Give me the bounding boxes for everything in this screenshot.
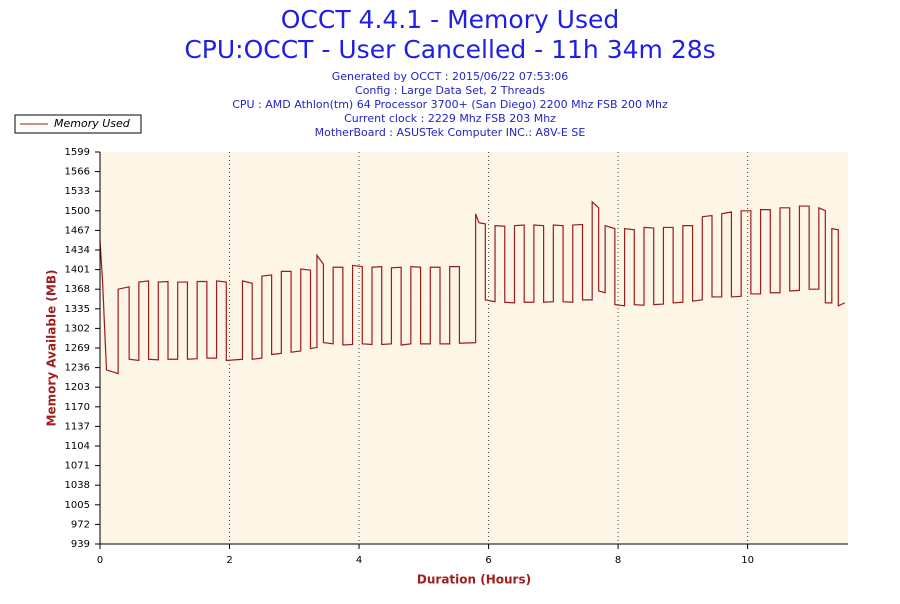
y-tick-label: 1038 [65, 480, 90, 491]
y-tick-label: 1599 [65, 147, 90, 158]
y-tick-label: 1302 [65, 323, 90, 334]
y-tick-label: 1500 [65, 206, 90, 217]
y-tick-label: 972 [71, 519, 90, 530]
x-tick-label: 8 [615, 555, 621, 566]
y-tick-label: 1269 [65, 343, 90, 354]
x-axis-label: Duration (Hours) [417, 573, 531, 587]
y-tick-label: 1368 [65, 284, 90, 295]
y-tick-label: 1137 [65, 421, 90, 432]
plot-area [100, 152, 848, 544]
y-tick-label: 1005 [65, 500, 90, 511]
y-tick-label: 1467 [65, 225, 90, 236]
y-tick-label: 1071 [65, 461, 90, 472]
y-tick-label: 1434 [65, 245, 90, 256]
chart-subtitle: CPU:OCCT - User Cancelled - 11h 34m 28s [184, 35, 715, 64]
x-tick-label: 6 [485, 555, 491, 566]
y-tick-label: 939 [71, 539, 90, 550]
info-line: CPU : AMD Athlon(tm) 64 Processor 3700+ … [232, 98, 668, 111]
x-tick-label: 4 [356, 555, 362, 566]
info-line: Current clock : 2229 Mhz FSB 203 Mhz [344, 112, 556, 125]
y-tick-label: 1236 [65, 363, 90, 374]
y-tick-label: 1335 [65, 304, 90, 315]
info-line: Generated by OCCT : 2015/06/22 07:53:06 [332, 70, 569, 83]
x-tick-label: 10 [741, 555, 754, 566]
info-line: MotherBoard : ASUSTek Computer INC.: A8V… [315, 126, 586, 139]
x-tick-label: 2 [226, 555, 232, 566]
y-tick-label: 1170 [65, 402, 90, 413]
data-line [99, 200, 846, 375]
y-tick-label: 1566 [65, 167, 90, 178]
y-axis-label: Memory Available (MB) [45, 270, 59, 427]
y-tick-label: 1203 [65, 382, 90, 393]
x-tick-label: 0 [97, 555, 103, 566]
chart-title: OCCT 4.4.1 - Memory Used [281, 5, 620, 34]
y-tick-label: 1104 [65, 441, 90, 452]
y-tick-label: 1401 [65, 265, 90, 276]
legend-label: Memory Used [54, 117, 131, 130]
legend-box [14, 114, 142, 134]
y-tick-label: 1533 [65, 186, 90, 197]
info-line: Config : Large Data Set, 2 Threads [355, 84, 545, 97]
